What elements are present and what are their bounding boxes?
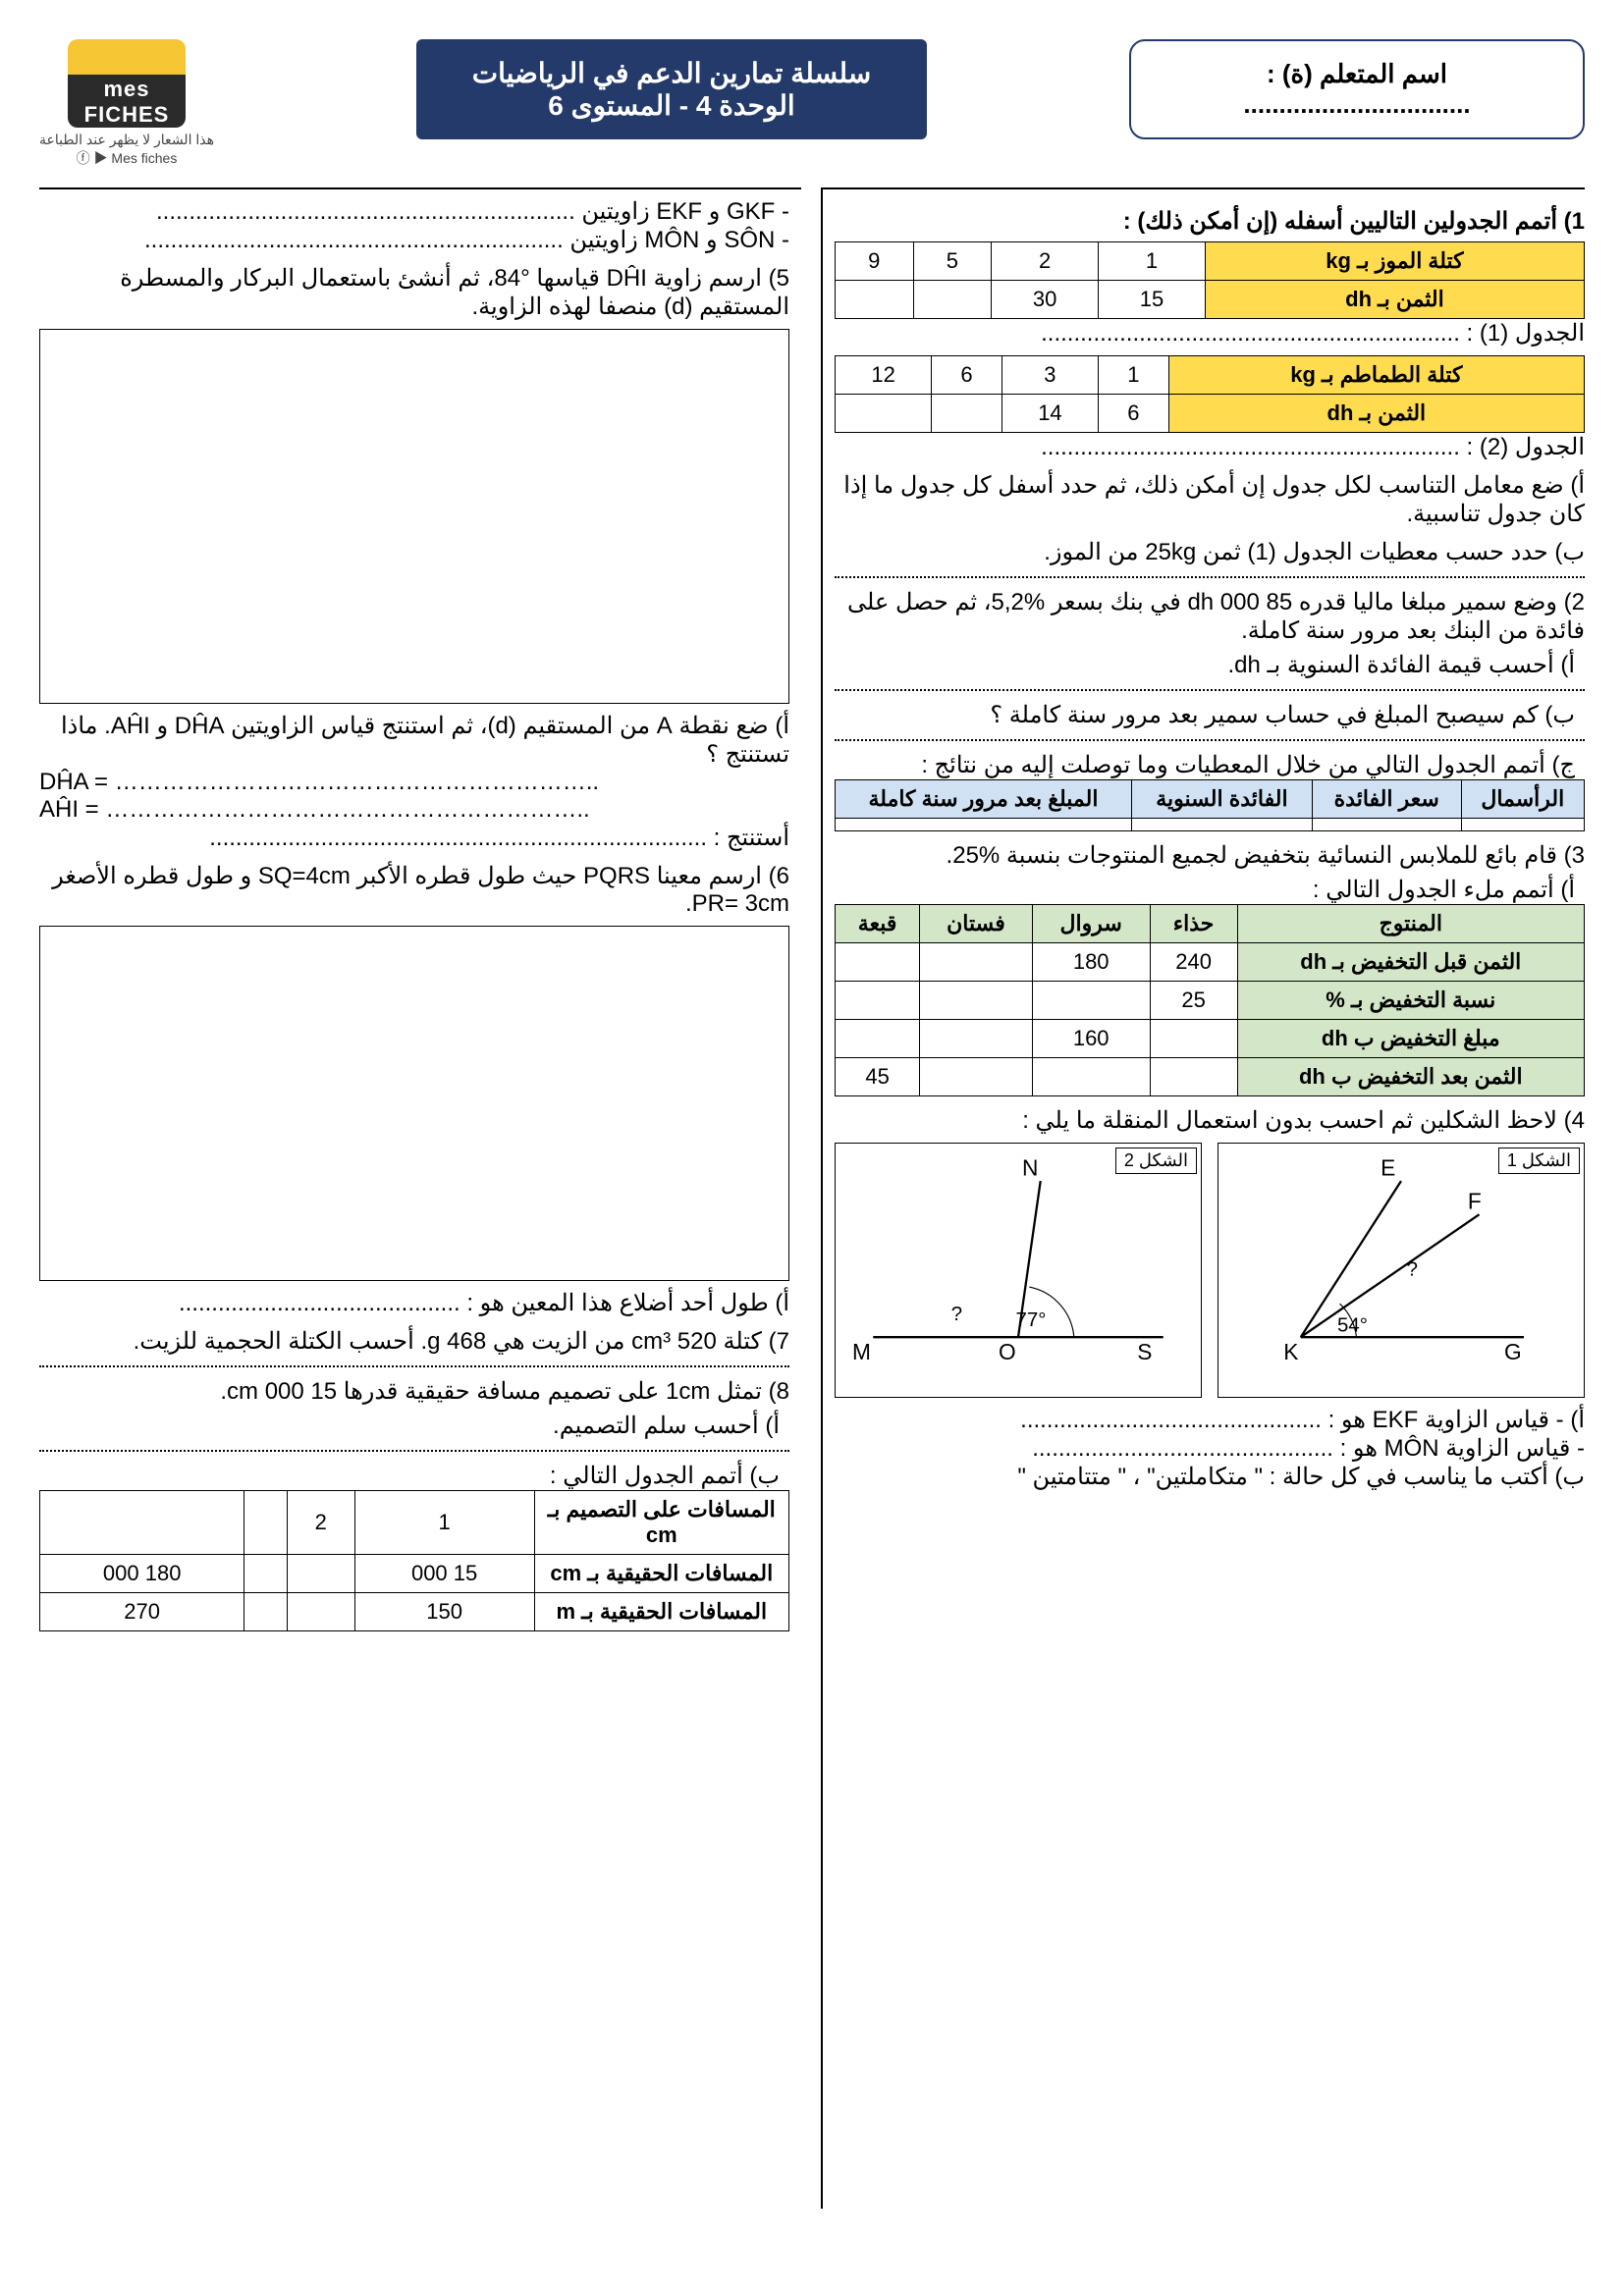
- divider: [835, 576, 1585, 578]
- title-line2: الوحدة 4 - المستوى 6: [456, 89, 888, 122]
- svg-text:54°: 54°: [1337, 1314, 1368, 1337]
- fig2-label: الشكل 2: [1115, 1148, 1197, 1174]
- svg-text:F: F: [1468, 1189, 1482, 1214]
- q5: 5) ارسم زاوية DĤI قياسها °84، ثم أنشئ با…: [39, 264, 789, 321]
- q2-table: الرأسمال سعر الفائدة الفائدة السنوية الم…: [835, 779, 1585, 831]
- q4-fig2-box: الشكل 2 77° M S O N ?: [835, 1143, 1202, 1398]
- title-line1: سلسلة تمارين الدعم في الرياضيات: [456, 57, 888, 89]
- svg-text:E: E: [1380, 1154, 1395, 1180]
- worksheet-title: سلسلة تمارين الدعم في الرياضيات الوحدة 4…: [416, 39, 927, 139]
- svg-text:N: N: [1022, 1154, 1038, 1180]
- svg-text:77°: 77°: [1016, 1308, 1047, 1331]
- q2-b: ب) كم سيصبح المبلغ في حساب سمير بعد مرور…: [835, 701, 1575, 729]
- q3-a: أ) أتمم ملء الجدول التالي :: [835, 876, 1575, 904]
- svg-text:G: G: [1504, 1339, 1522, 1364]
- svg-text:M: M: [852, 1339, 871, 1364]
- q6: 6) ارسم معينا PQRS حيث طول قطره الأكبر S…: [39, 862, 789, 918]
- svg-text:?: ?: [1407, 1258, 1418, 1281]
- stn-line[interactable]: أستنتج : ...............................…: [39, 824, 789, 852]
- left-l2: - SÔN و MÔN زاويتين ....................…: [39, 226, 789, 254]
- q6-drawing-area[interactable]: [39, 926, 789, 1281]
- svg-text:K: K: [1283, 1339, 1298, 1364]
- angle-diagram-2-icon: 77° M S O N ?: [839, 1148, 1197, 1393]
- divider: [39, 1365, 789, 1367]
- page-header: اسم المتعلم (ة) : ......................…: [39, 39, 1585, 168]
- name-dots[interactable]: ................................: [1243, 89, 1470, 119]
- q2-prompt: 2) وضع سمير مبلغا ماليا قدره dh 000 85 ف…: [835, 588, 1585, 645]
- angle-diagram-1-icon: 54° K G E F ?: [1222, 1148, 1580, 1393]
- q4-figures: الشكل 1 54° K G E F ? الشكل 2: [835, 1143, 1585, 1398]
- fig1-label: الشكل 1: [1498, 1148, 1580, 1174]
- column-right: 1) أتمم الجدولين التاليين أسفله (إن أمكن…: [821, 187, 1585, 2209]
- q5-drawing-area[interactable]: [39, 329, 789, 704]
- ahi-line[interactable]: AĤI = ……………………………………………………..: [39, 796, 789, 824]
- dha-line[interactable]: DĤA = ……………………………………………………..: [39, 769, 789, 796]
- q1t1-h1: الثمن بـ dh: [1205, 281, 1584, 319]
- q4-fig1-box: الشكل 1 54° K G E F ?: [1218, 1143, 1585, 1398]
- student-name-box: اسم المتعلم (ة) : ......................…: [1129, 39, 1585, 139]
- svg-text:S: S: [1137, 1339, 1152, 1364]
- q8-table: المسافات على التصميم بـ cm 1 2 المسافات …: [39, 1490, 789, 1631]
- q2-c: ج) أتمم الجدول التالي من خلال المعطيات و…: [835, 751, 1575, 779]
- q8: 8) تمثل 1cm على تصميم مسافة حقيقية قدرها…: [39, 1377, 789, 1406]
- logo-icons: ⓕ ▶ Mes fiches: [39, 148, 214, 168]
- column-left: - GKF و EKF زاويتين ....................…: [39, 187, 801, 2209]
- q4-line-c: ب) أكتب ما يناسب في كل حالة : " متكاملتي…: [835, 1463, 1585, 1491]
- q1-t1-caption: الجدول (1) : ...........................…: [835, 319, 1585, 347]
- q5-a: أ) ضع نقطة A من المستقيم (d)، ثم استنتج …: [39, 712, 789, 769]
- q2-a: أ) أحسب قيمة الفائدة السنوية بـ dh.: [835, 651, 1575, 679]
- q4-line-a: أ) - قياس الزاوية EKF هو : .............…: [835, 1406, 1585, 1434]
- q1t1-h0: كتلة الموز بـ kg: [1205, 242, 1584, 281]
- q3-table: المنتوج حذاء سروال فستان قبعة الثمن قبل …: [835, 904, 1585, 1096]
- logo-box: mes FICHES هذا الشعار لا يظهر عند الطباع…: [39, 39, 214, 168]
- q4-line-b: - قياس الزاوية MÔN هو : ................…: [835, 1434, 1585, 1463]
- q3-prompt: 3) قام بائع للملابس النسائية بتخفيض لجمي…: [835, 841, 1585, 870]
- name-label: اسم المتعلم (ة) :: [1267, 59, 1447, 88]
- q8-a: أ) أحسب سلم التصميم.: [39, 1412, 780, 1440]
- q1-a: أ) ضع معامل التناسب لكل جدول إن أمكن ذلك…: [835, 471, 1585, 528]
- divider: [39, 1450, 789, 1452]
- q1-b: ب) حدد حسب معطيات الجدول (1) ثمن 25kg من…: [835, 538, 1585, 566]
- q7: 7) كتلة 520 cm³ من الزيت هي g 468. أحسب …: [39, 1327, 789, 1356]
- q6-a[interactable]: أ) طول أحد أضلاع هذا المعين هو : .......…: [39, 1289, 789, 1317]
- page-columns: 1) أتمم الجدولين التاليين أسفله (إن أمكن…: [39, 187, 1585, 2209]
- q1-table1: كتلة الموز بـ kg 1259 الثمن بـ dh 1530: [835, 241, 1585, 319]
- left-l1: - GKF و EKF زاويتين ....................…: [39, 197, 789, 226]
- logo-image: mes FICHES: [68, 39, 186, 128]
- q1-prompt: 1) أتمم الجدولين التاليين أسفله (إن أمكن…: [835, 207, 1585, 236]
- logo-caption: هذا الشعار لا يظهر عند الطباعة: [39, 132, 214, 148]
- q4-prompt: 4) لاحظ الشكلين ثم احسب بدون استعمال الم…: [835, 1106, 1585, 1135]
- q8-b: ب) أتمم الجدول التالي :: [39, 1462, 780, 1490]
- divider: [835, 689, 1585, 691]
- q1-t2-caption: الجدول (2) : ...........................…: [835, 433, 1585, 461]
- q1-table2: كتلة الطماطم بـ kg 13612 الثمن بـ dh 614: [835, 355, 1585, 433]
- divider: [835, 739, 1585, 741]
- svg-text:O: O: [999, 1339, 1016, 1364]
- svg-text:?: ?: [951, 1303, 962, 1325]
